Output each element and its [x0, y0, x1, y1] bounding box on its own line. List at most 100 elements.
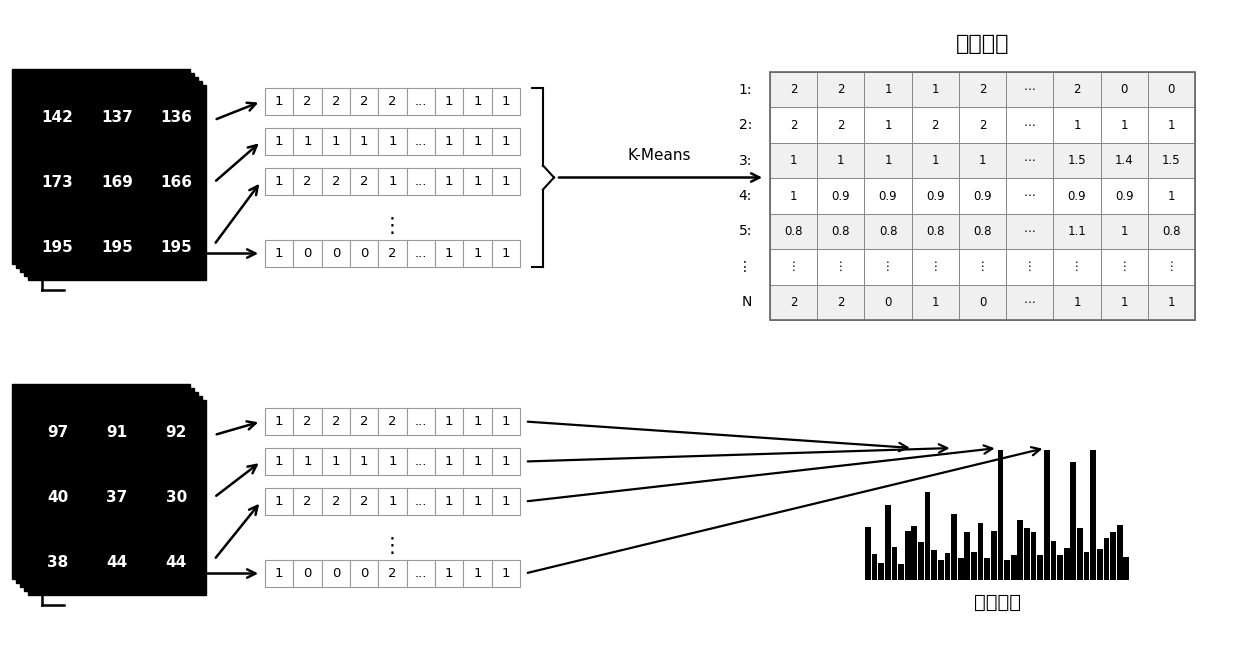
Text: 0.8: 0.8: [879, 225, 898, 238]
Text: 1: 1: [275, 175, 284, 188]
Text: 2: 2: [388, 415, 397, 428]
Bar: [20, 392, 198, 587]
Bar: [959, 143, 1006, 178]
Text: 44: 44: [107, 555, 128, 570]
Text: 2: 2: [331, 175, 340, 188]
Text: 2: 2: [931, 119, 939, 132]
Text: 1: 1: [275, 455, 284, 468]
Bar: [464, 168, 492, 195]
Bar: [817, 284, 864, 320]
Text: 0: 0: [331, 567, 340, 580]
Text: 195: 195: [42, 240, 73, 255]
Bar: [407, 240, 435, 267]
Text: 0.8: 0.8: [832, 225, 851, 238]
Bar: [321, 408, 350, 435]
Text: 2: 2: [790, 296, 797, 309]
Text: 0: 0: [978, 296, 986, 309]
Bar: [265, 168, 294, 195]
Bar: [911, 249, 959, 284]
Bar: [464, 128, 492, 155]
Text: 1: 1: [445, 567, 454, 580]
Bar: [378, 88, 407, 115]
Text: 2: 2: [388, 247, 397, 260]
Bar: [1024, 528, 1030, 580]
Bar: [885, 505, 890, 580]
Bar: [959, 284, 1006, 320]
Bar: [1004, 561, 1009, 580]
Text: 1: 1: [474, 415, 482, 428]
Bar: [1064, 548, 1070, 580]
Bar: [1101, 178, 1148, 213]
Text: 1: 1: [388, 135, 397, 148]
Bar: [892, 547, 898, 580]
Text: 0.9: 0.9: [879, 190, 898, 203]
Bar: [872, 553, 878, 580]
Bar: [770, 213, 817, 249]
Bar: [1053, 213, 1101, 249]
Bar: [12, 384, 190, 579]
Bar: [378, 168, 407, 195]
Bar: [492, 448, 520, 475]
Bar: [1084, 552, 1090, 580]
Text: 1: 1: [1121, 119, 1128, 132]
Text: 1: 1: [275, 567, 284, 580]
Bar: [918, 542, 924, 580]
Text: 2: 2: [978, 119, 986, 132]
Bar: [770, 108, 817, 143]
Text: 0: 0: [1168, 83, 1176, 96]
Bar: [959, 213, 1006, 249]
Text: 1: 1: [978, 154, 986, 167]
Text: ...: ...: [414, 415, 427, 428]
Text: 1: 1: [931, 154, 939, 167]
Bar: [350, 168, 378, 195]
Text: ⋮: ⋮: [882, 261, 894, 273]
Bar: [1101, 108, 1148, 143]
Bar: [1123, 557, 1130, 580]
Text: 2: 2: [360, 175, 368, 188]
Text: 2: 2: [360, 415, 368, 428]
Text: ⋮: ⋮: [930, 261, 941, 273]
Bar: [265, 128, 294, 155]
Bar: [1148, 108, 1195, 143]
Text: ⋯: ⋯: [1024, 225, 1035, 238]
Text: 2: 2: [360, 495, 368, 508]
Bar: [492, 168, 520, 195]
Text: 44: 44: [166, 555, 187, 570]
Text: 1: 1: [275, 247, 284, 260]
Bar: [770, 284, 817, 320]
Bar: [1090, 450, 1096, 580]
Bar: [1058, 555, 1063, 580]
Bar: [16, 73, 193, 268]
Text: 1: 1: [931, 83, 939, 96]
Bar: [294, 408, 321, 435]
Text: 1: 1: [884, 119, 892, 132]
Text: 4:: 4:: [739, 189, 751, 203]
Text: 0: 0: [1121, 83, 1128, 96]
Bar: [435, 560, 464, 587]
Text: 0: 0: [884, 296, 892, 309]
Bar: [864, 213, 911, 249]
Text: N: N: [742, 295, 751, 310]
Text: 1: 1: [884, 83, 892, 96]
Text: ⋮: ⋮: [1024, 261, 1035, 273]
Text: 0.8: 0.8: [926, 225, 945, 238]
Text: ⋮: ⋮: [1166, 261, 1177, 273]
Bar: [1053, 108, 1101, 143]
Text: 2: 2: [388, 95, 397, 108]
Bar: [350, 488, 378, 515]
Bar: [1148, 178, 1195, 213]
Text: 1: 1: [1073, 119, 1081, 132]
Bar: [294, 128, 321, 155]
Text: 2: 2: [790, 119, 797, 132]
Text: ⋮: ⋮: [382, 216, 403, 236]
Text: 1: 1: [331, 135, 340, 148]
Bar: [878, 563, 884, 580]
Bar: [1078, 528, 1083, 580]
Bar: [350, 448, 378, 475]
Text: 1: 1: [445, 495, 454, 508]
Text: 2: 2: [790, 83, 797, 96]
Text: 1: 1: [360, 135, 368, 148]
Text: 0: 0: [304, 247, 311, 260]
Bar: [770, 178, 817, 213]
Bar: [770, 143, 817, 178]
